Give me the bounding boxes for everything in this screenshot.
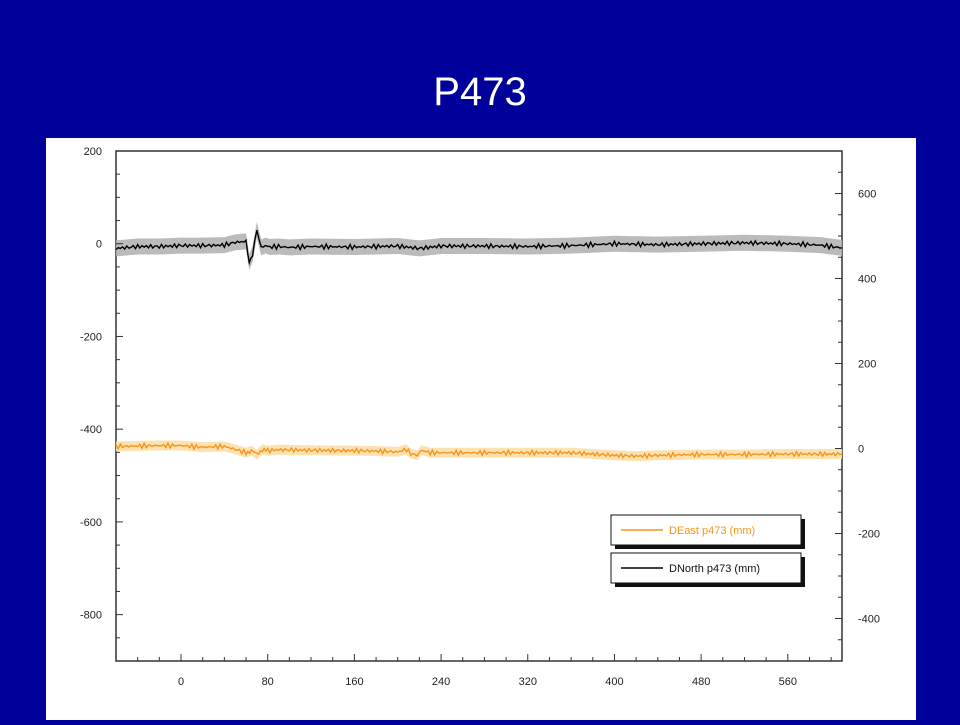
left-y-tick-label: 200 — [84, 146, 102, 158]
right-y-tick-label: 400 — [858, 274, 876, 286]
left-y-tick-label: -800 — [80, 610, 102, 622]
left-y-tick-label: 0 — [96, 239, 102, 251]
series-line-0 — [115, 441, 843, 460]
x-tick-label: 160 — [345, 676, 363, 688]
legend-label: DNorth p473 (mm) — [669, 563, 760, 575]
x-tick-label: 560 — [779, 676, 797, 688]
x-tick-label: 240 — [432, 676, 450, 688]
x-tick-label: 0 — [178, 676, 184, 688]
x-tick-label: 80 — [262, 676, 274, 688]
x-tick-label: 480 — [692, 676, 710, 688]
legend: DEast p473 (mm) DNorth p473 (mm) — [610, 514, 805, 587]
left-y-tick-label: -400 — [80, 424, 102, 436]
x-tick-label: 320 — [519, 676, 537, 688]
right-y-tick-label: 0 — [858, 444, 864, 456]
right-y-tick-label: -200 — [858, 529, 880, 541]
right-y-tick-label: 600 — [858, 189, 876, 201]
line-layer — [115, 229, 843, 460]
series-band-0 — [116, 440, 842, 462]
x-tick-label: 400 — [605, 676, 623, 688]
left-y-tick-label: -200 — [80, 331, 102, 343]
chart-panel: 0 80 160 240 320 400 480 560 200 0 -200 -400 -600 -80… — [46, 138, 916, 720]
left-y-tick-label: -600 — [80, 517, 102, 529]
band-layer — [116, 221, 842, 462]
series-line-1 — [115, 229, 843, 266]
axis-layer: 0 80 160 240 320 400 480 560 200 0 -200 -400 -600 -80… — [80, 146, 880, 688]
legend-label: DEast p473 (mm) — [669, 525, 755, 537]
chart-svg: 0 80 160 240 320 400 480 560 200 0 -200 -400 -600 -80… — [80, 146, 880, 688]
right-y-tick-label: -400 — [858, 614, 880, 626]
slide-title: P473 — [433, 70, 527, 114]
right-y-tick-label: 200 — [858, 359, 876, 371]
